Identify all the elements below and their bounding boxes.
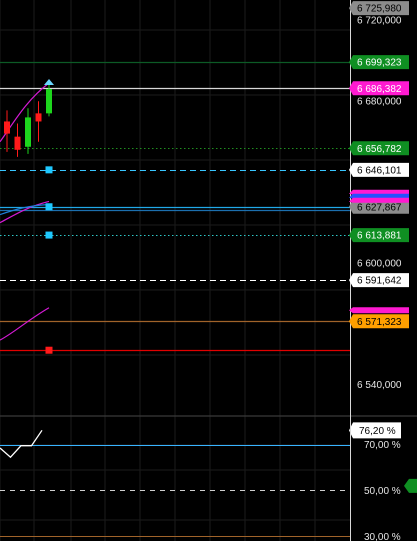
candle-body <box>35 113 42 122</box>
oscillator-tick-label: 50,00 % <box>364 486 401 497</box>
stacked-tag <box>349 307 409 314</box>
price-tag: 6 656,782 <box>349 141 409 156</box>
oscillator-tick-label: 30,00 % <box>364 532 401 541</box>
candle-body <box>25 117 31 147</box>
price-tag-label: 6 627,867 <box>357 202 402 213</box>
price-tag-background <box>349 1 409 16</box>
price-tag-background <box>349 55 409 70</box>
ma-line-magenta <box>0 307 50 341</box>
price-tag-label: 6 656,782 <box>357 144 402 155</box>
price-tag-label: 6 591,642 <box>357 276 402 287</box>
price-level-lines <box>0 61 350 352</box>
candles <box>4 83 52 157</box>
price-tag: 6 571,323 <box>349 314 409 329</box>
price-tick-label: 6 720,000 <box>357 16 402 27</box>
price-tag-background <box>349 314 409 329</box>
price-tag-background <box>349 199 409 214</box>
level-markers <box>44 79 54 354</box>
price-tag-background <box>349 273 409 288</box>
candle-body <box>4 121 10 134</box>
oscillator-side-tag <box>404 478 417 493</box>
price-tag: 6 613,881 <box>349 228 409 243</box>
level-marker <box>45 166 53 174</box>
price-tag-label: 6 613,881 <box>357 231 402 242</box>
price-tag: 6 591,642 <box>349 273 409 288</box>
price-tag-background <box>349 162 409 177</box>
price-tag-background <box>349 141 409 156</box>
price-tag-label: 6 571,323 <box>357 317 402 328</box>
price-tag-label: 6 699,323 <box>357 58 402 69</box>
oscillator-value-label: 76,20 % <box>359 426 396 437</box>
price-tag: 6 725,980 <box>349 1 409 16</box>
ma-line-blue <box>0 203 50 216</box>
price-tag: 6 699,323 <box>349 55 409 70</box>
price-tag-background <box>349 228 409 243</box>
stacked-tag <box>349 189 409 195</box>
oscillator-tick-label: 70,00 % <box>364 440 401 451</box>
candle-body <box>46 89 52 114</box>
oscillator-line <box>0 429 43 459</box>
oscillator-value-tag <box>349 422 401 439</box>
price-tick-label: 6 680,000 <box>357 97 402 108</box>
level-marker <box>45 203 53 211</box>
price-tags: 6 725,980 6 699,323 6 686,382 6 656,782 6 64… <box>349 1 409 329</box>
price-tick-label: 6 600,000 <box>357 259 402 270</box>
price-tag-label: 6 686,382 <box>357 84 402 95</box>
price-tag-background <box>349 81 409 96</box>
candle-body <box>14 136 21 150</box>
level-marker <box>45 231 53 239</box>
moving-averages <box>0 82 50 341</box>
oscillator-panel: 70,00 % 50,00 % 30,00 % 76,20 % <box>0 422 417 541</box>
up-arrow-icon <box>44 79 54 85</box>
price-tag: 6 646,101 <box>349 162 409 177</box>
level-marker <box>45 346 53 354</box>
ma-line-magenta <box>0 82 50 143</box>
price-tag: 6 686,382 <box>349 81 409 96</box>
price-tag-label: 6 646,101 <box>357 165 402 176</box>
stacked-tag <box>349 193 409 199</box>
price-tag-label: 6 725,980 <box>357 4 402 15</box>
price-tick-label: 6 540,000 <box>357 380 402 391</box>
ma-line-magenta <box>0 200 50 224</box>
stacked-tag <box>349 197 409 203</box>
price-tag: 6 627,867 <box>349 199 409 214</box>
